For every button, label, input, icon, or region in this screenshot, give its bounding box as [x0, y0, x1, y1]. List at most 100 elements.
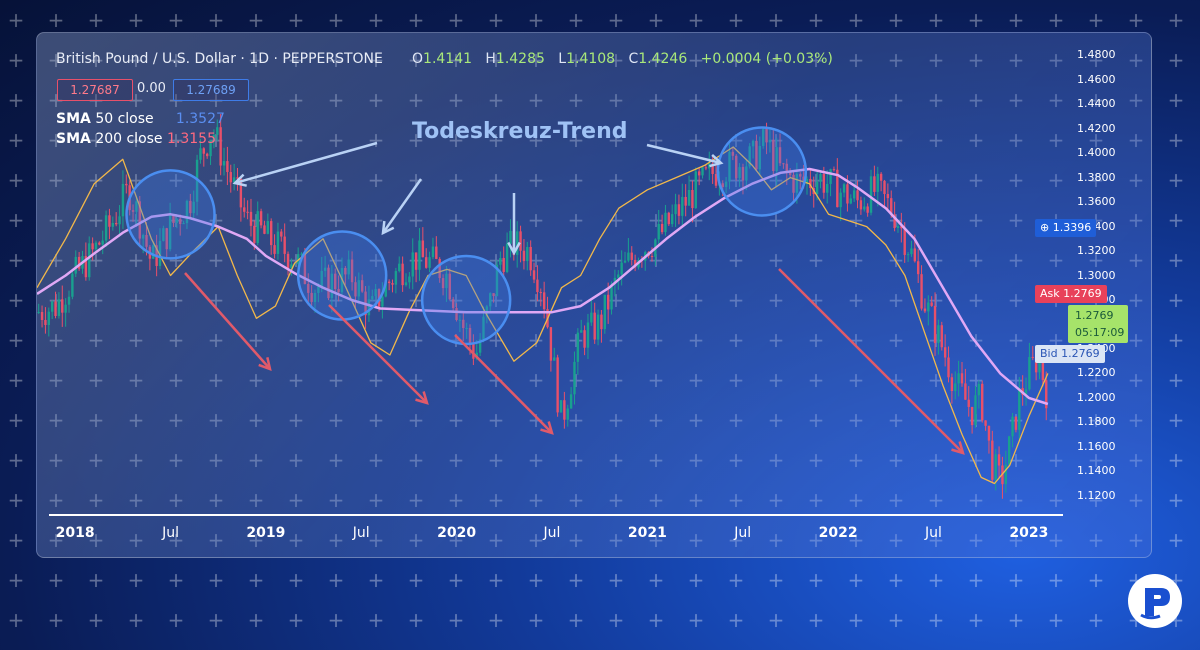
sell-price-button[interactable]: 1.27687 [57, 79, 133, 101]
plus-icon: + [7, 88, 25, 112]
candle-body [876, 173, 879, 192]
candle-body [317, 286, 320, 293]
plus-icon: + [1126, 250, 1146, 270]
candle-body [788, 172, 792, 175]
candle-body [300, 253, 303, 255]
plus-icon: + [1126, 530, 1146, 550]
plus-icon: + [1086, 50, 1106, 70]
candle-body [910, 248, 913, 255]
candle-body [670, 214, 674, 225]
candle-body [967, 399, 970, 407]
candle-body [613, 277, 617, 285]
candle-body [162, 228, 165, 241]
sma200-legend[interactable]: SMA 200 close 1.3155 [56, 131, 216, 147]
plus-icon: + [526, 130, 546, 150]
bid-value: 1.2769 [1061, 347, 1100, 360]
candle-body [71, 273, 74, 297]
plus-icon: + [327, 608, 345, 632]
candle-body [542, 292, 546, 310]
plus-icon: + [967, 8, 985, 32]
current-price-tag[interactable]: ⊕ 1.3396 [1035, 219, 1097, 237]
plus-icon: + [847, 8, 865, 32]
candle-body [222, 161, 226, 166]
plus-icon: + [647, 8, 665, 32]
plus-icon: + [406, 530, 426, 550]
sma200-params: 200 close [95, 131, 163, 147]
plus-icon: + [1046, 50, 1066, 70]
chart-panel[interactable]: British Pound / U.S. Dollar · 1D · PEPPE… [36, 32, 1152, 558]
sma50-legend[interactable]: SMA 50 close 1.3527 [56, 111, 225, 127]
plus-icon: + [1007, 568, 1025, 592]
plus-icon: + [286, 90, 306, 110]
plus-icon: + [206, 250, 226, 270]
candle-body [266, 221, 270, 234]
candle-body [435, 246, 438, 259]
plus-icon: + [927, 608, 945, 632]
plus-icon: + [286, 290, 306, 310]
candle-body [933, 305, 937, 344]
plus-icon: + [1126, 330, 1146, 350]
plus-icon: + [1167, 288, 1185, 312]
candle-body [606, 294, 610, 310]
plus-icon: + [86, 50, 106, 70]
y-tick-label: 1.4000 [1077, 146, 1116, 160]
candle-body [1007, 436, 1011, 465]
candle-body [603, 294, 607, 330]
plus-icon: + [366, 530, 386, 550]
plus-icon: + [926, 490, 946, 510]
plus-icon: + [806, 450, 826, 470]
plus-icon: + [526, 490, 546, 510]
candle-body [997, 454, 1001, 466]
x-tick-label: Jul [925, 525, 942, 541]
price-chart[interactable] [37, 33, 1151, 557]
x-tick-label: 2023 [1009, 525, 1049, 541]
plus-icon: + [646, 90, 666, 110]
candle-body [687, 189, 691, 206]
plus-icon: + [727, 608, 745, 632]
x-tick-label: 2019 [246, 525, 286, 541]
plus-icon: + [646, 410, 666, 430]
plus-icon: + [7, 8, 25, 32]
plus-icon: + [1126, 450, 1146, 470]
x-tick-label: Jul [162, 525, 179, 541]
plus-icon: + [646, 450, 666, 470]
candle-body [765, 128, 768, 143]
candle-body [515, 231, 519, 255]
y-tick-label: 1.4400 [1077, 97, 1116, 111]
plus-icon: + [446, 490, 466, 510]
candle-body [569, 394, 573, 409]
plus-icon: + [887, 8, 905, 32]
plus-icon: + [726, 130, 746, 150]
candle-body [141, 235, 145, 239]
crossover-circle [420, 254, 512, 346]
candle-body [681, 196, 684, 216]
plus-icon: + [7, 368, 25, 392]
plus-icon: + [767, 608, 785, 632]
ask-value: 1.2769 [1063, 287, 1102, 300]
plus-icon: + [86, 410, 106, 430]
plus-icon: + [286, 330, 306, 350]
plus-icon: + [1086, 90, 1106, 110]
candle-body [714, 173, 718, 186]
candle-body [283, 236, 286, 254]
x-tick-label: Jul [543, 525, 561, 541]
plus-icon: + [286, 530, 306, 550]
plus-icon: + [406, 410, 426, 430]
plus-icon: + [1167, 48, 1185, 72]
candle-body [829, 169, 832, 184]
y-tick-label: 1.1600 [1077, 439, 1116, 453]
plus-icon: + [326, 130, 346, 150]
plus-icon: + [1047, 568, 1065, 592]
buy-price-button[interactable]: 1.27689 [173, 79, 249, 101]
candle-body [108, 215, 111, 227]
plus-icon: + [846, 450, 866, 470]
candle-body [303, 253, 307, 284]
plus-icon: + [406, 90, 426, 110]
plus-icon: + [1006, 530, 1026, 550]
plus-icon: + [1167, 248, 1185, 272]
plus-icon: + [247, 568, 265, 592]
plus-icon: + [766, 290, 786, 310]
plus-icon: + [46, 250, 66, 270]
candle-body [596, 314, 600, 340]
candle-body [731, 151, 735, 156]
